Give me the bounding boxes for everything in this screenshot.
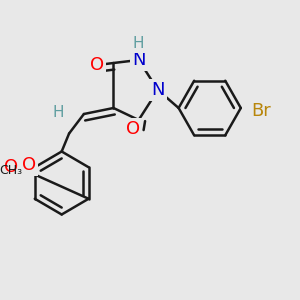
Text: Br: Br	[252, 102, 272, 120]
Text: O: O	[4, 158, 18, 176]
Text: CH₃: CH₃	[0, 164, 22, 177]
Text: H: H	[53, 105, 64, 120]
Text: O: O	[126, 120, 140, 138]
Text: O: O	[22, 156, 36, 174]
Text: N: N	[151, 81, 165, 99]
Text: N: N	[132, 51, 146, 69]
Text: O: O	[90, 56, 104, 74]
Text: H: H	[133, 36, 144, 51]
